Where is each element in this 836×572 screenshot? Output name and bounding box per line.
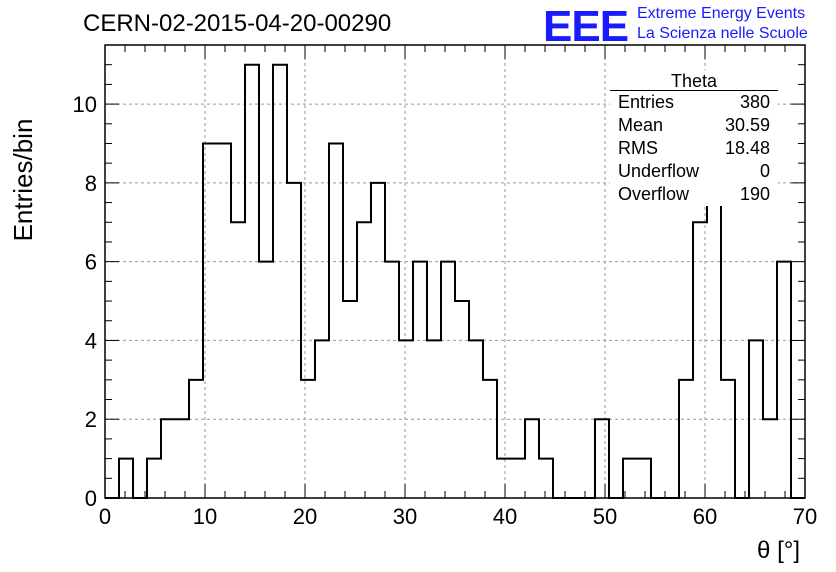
histogram-bin <box>119 459 133 498</box>
histogram-bin <box>539 459 553 498</box>
stats-value: 190 <box>739 184 770 204</box>
histogram-bin <box>315 340 329 498</box>
histogram-bin <box>301 380 315 498</box>
stats-label: Underflow <box>618 161 700 181</box>
histogram-bin <box>273 65 287 498</box>
stats-row-mean: Mean 30.59 <box>610 114 778 137</box>
x-tick-label: 20 <box>293 504 317 529</box>
histogram-bin <box>497 459 511 498</box>
histogram-bin <box>287 183 301 498</box>
histogram-bin <box>385 262 399 498</box>
histogram-bin <box>427 340 441 498</box>
histogram-bin <box>329 143 343 498</box>
stats-value: 30.59 <box>724 115 770 135</box>
histogram-bin <box>217 143 231 498</box>
stats-row-overflow: Overflow 190 <box>610 183 778 206</box>
histogram-bin <box>721 380 735 498</box>
histogram-bin <box>175 419 189 498</box>
histogram-bin <box>483 380 497 498</box>
run-title: CERN-02-2015-04-20-00290 <box>83 10 392 37</box>
stats-row-entries: Entries 380 <box>610 91 778 114</box>
histogram-bin <box>623 459 637 498</box>
axes: 0 10 20 30 40 50 60 70 0 2 4 6 8 10 <box>73 44 817 529</box>
histogram-bin <box>455 301 469 498</box>
logo-caption-line1: Extreme Energy Events <box>637 5 806 22</box>
stats-box: Theta Entries 380 Mean 30.59 RMS 18.48 Unde… <box>610 70 778 206</box>
histogram-bin <box>749 340 763 498</box>
histogram-bin <box>679 380 693 498</box>
histogram-bin <box>147 459 161 498</box>
y-tick-label: 4 <box>85 328 97 353</box>
histogram-bin <box>441 262 455 498</box>
histogram-bin <box>469 340 483 498</box>
x-tick-label: 10 <box>193 504 217 529</box>
stats-label: Overflow <box>618 184 690 204</box>
stats-row-underflow: Underflow 0 <box>610 160 778 183</box>
stats-title: Theta <box>610 70 778 91</box>
x-tick-label: 40 <box>493 504 517 529</box>
x-tick-label: 60 <box>693 504 717 529</box>
histogram-bin <box>777 262 791 498</box>
histogram-bin <box>763 419 777 498</box>
stats-value: 18.48 <box>724 138 770 158</box>
y-tick-label: 10 <box>73 92 97 117</box>
histogram-bars <box>105 63 805 499</box>
x-axis-label: θ [°] <box>757 537 800 564</box>
y-axis-label: Entries/bin <box>8 119 38 242</box>
histogram-bin <box>595 419 609 498</box>
histogram-bin <box>259 262 273 498</box>
histogram-bin <box>413 262 427 498</box>
histogram-bin <box>399 340 413 498</box>
plot-frame <box>104 44 806 499</box>
stats-label: RMS <box>618 138 658 158</box>
histogram-bin <box>161 419 175 498</box>
histogram-bin <box>693 222 707 498</box>
x-tick-label: 0 <box>99 504 111 529</box>
logo-caption-line2: La Scienza nelle Scuole <box>637 25 808 42</box>
stats-value: 380 <box>739 92 770 112</box>
histogram-bin <box>203 143 217 498</box>
stats-value: 0 <box>759 161 770 181</box>
x-tick-label: 30 <box>393 504 417 529</box>
stats-row-rms: RMS 18.48 <box>610 137 778 160</box>
x-tick-label: 50 <box>593 504 617 529</box>
histogram-bin <box>189 380 203 498</box>
histogram-outline <box>105 63 805 499</box>
histogram-bin <box>357 222 371 498</box>
eee-logo: EEE <box>543 2 629 51</box>
histogram-bin <box>511 459 525 498</box>
histogram-bin <box>245 65 259 498</box>
stats-label: Mean <box>618 115 664 135</box>
y-tick-label: 8 <box>85 171 97 196</box>
histogram-bin <box>525 419 539 498</box>
y-tick-label: 2 <box>85 407 97 432</box>
stats-label: Entries <box>618 92 675 112</box>
histogram-bin <box>637 459 651 498</box>
histogram-bin <box>231 222 245 498</box>
histogram-bin <box>371 183 385 498</box>
y-tick-label: 6 <box>85 250 97 275</box>
histogram-bin <box>343 301 357 498</box>
x-tick-label: 70 <box>793 504 817 529</box>
y-tick-label: 0 <box>85 486 97 511</box>
